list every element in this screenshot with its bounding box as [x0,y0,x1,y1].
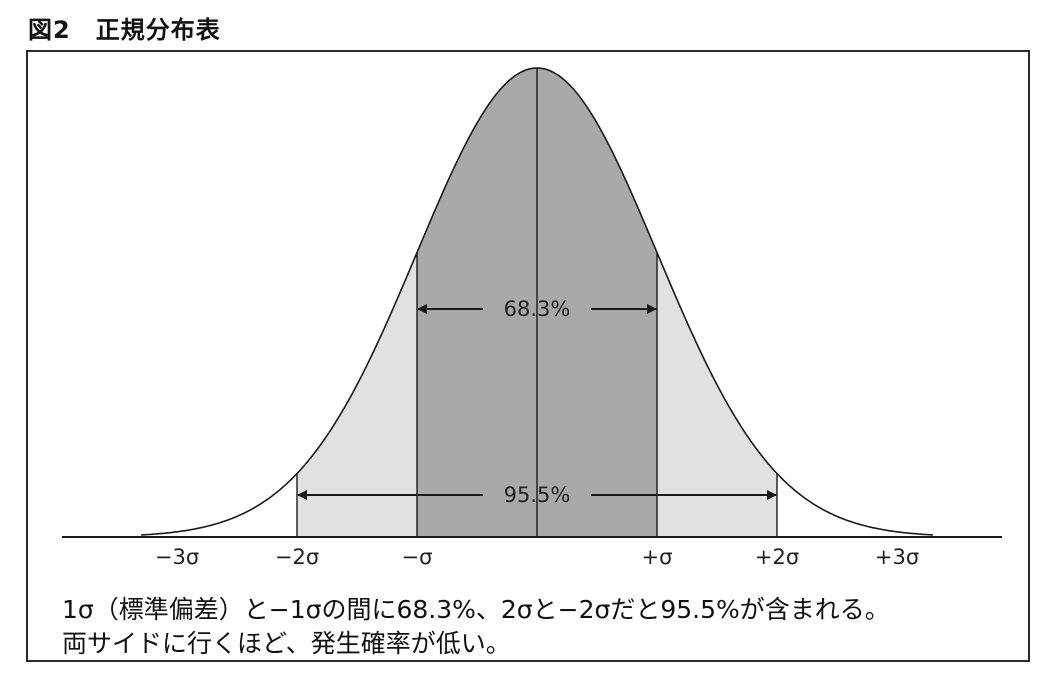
tick-label-minus-3-sigma: −3σ [155,545,199,569]
interval-95-label: 95.5% [504,483,571,507]
tick-label-minus-1-sigma: −σ [402,545,433,569]
tick-label-minus-2-sigma: −2σ [275,545,319,569]
interval-68-label: 68.3% [504,297,571,321]
sigma-tick-labels: −3σ −2σ −σ +σ +2σ +3σ [155,545,919,569]
tick-label-plus-1-sigma: +σ [642,545,673,569]
caption-line-1: 1σ（標準偏差）と−1σの間に68.3%、2σと−2σだと95.5%が含まれる。 [62,595,890,624]
tick-label-plus-2-sigma: +2σ [755,545,799,569]
caption-line-2: 両サイドに行くほど、発生確率が低い。 [62,629,511,658]
figure-title: 図2 正規分布表 [28,16,221,44]
figure-frame [26,50,1030,662]
tick-label-plus-3-sigma: +3σ [875,545,919,569]
